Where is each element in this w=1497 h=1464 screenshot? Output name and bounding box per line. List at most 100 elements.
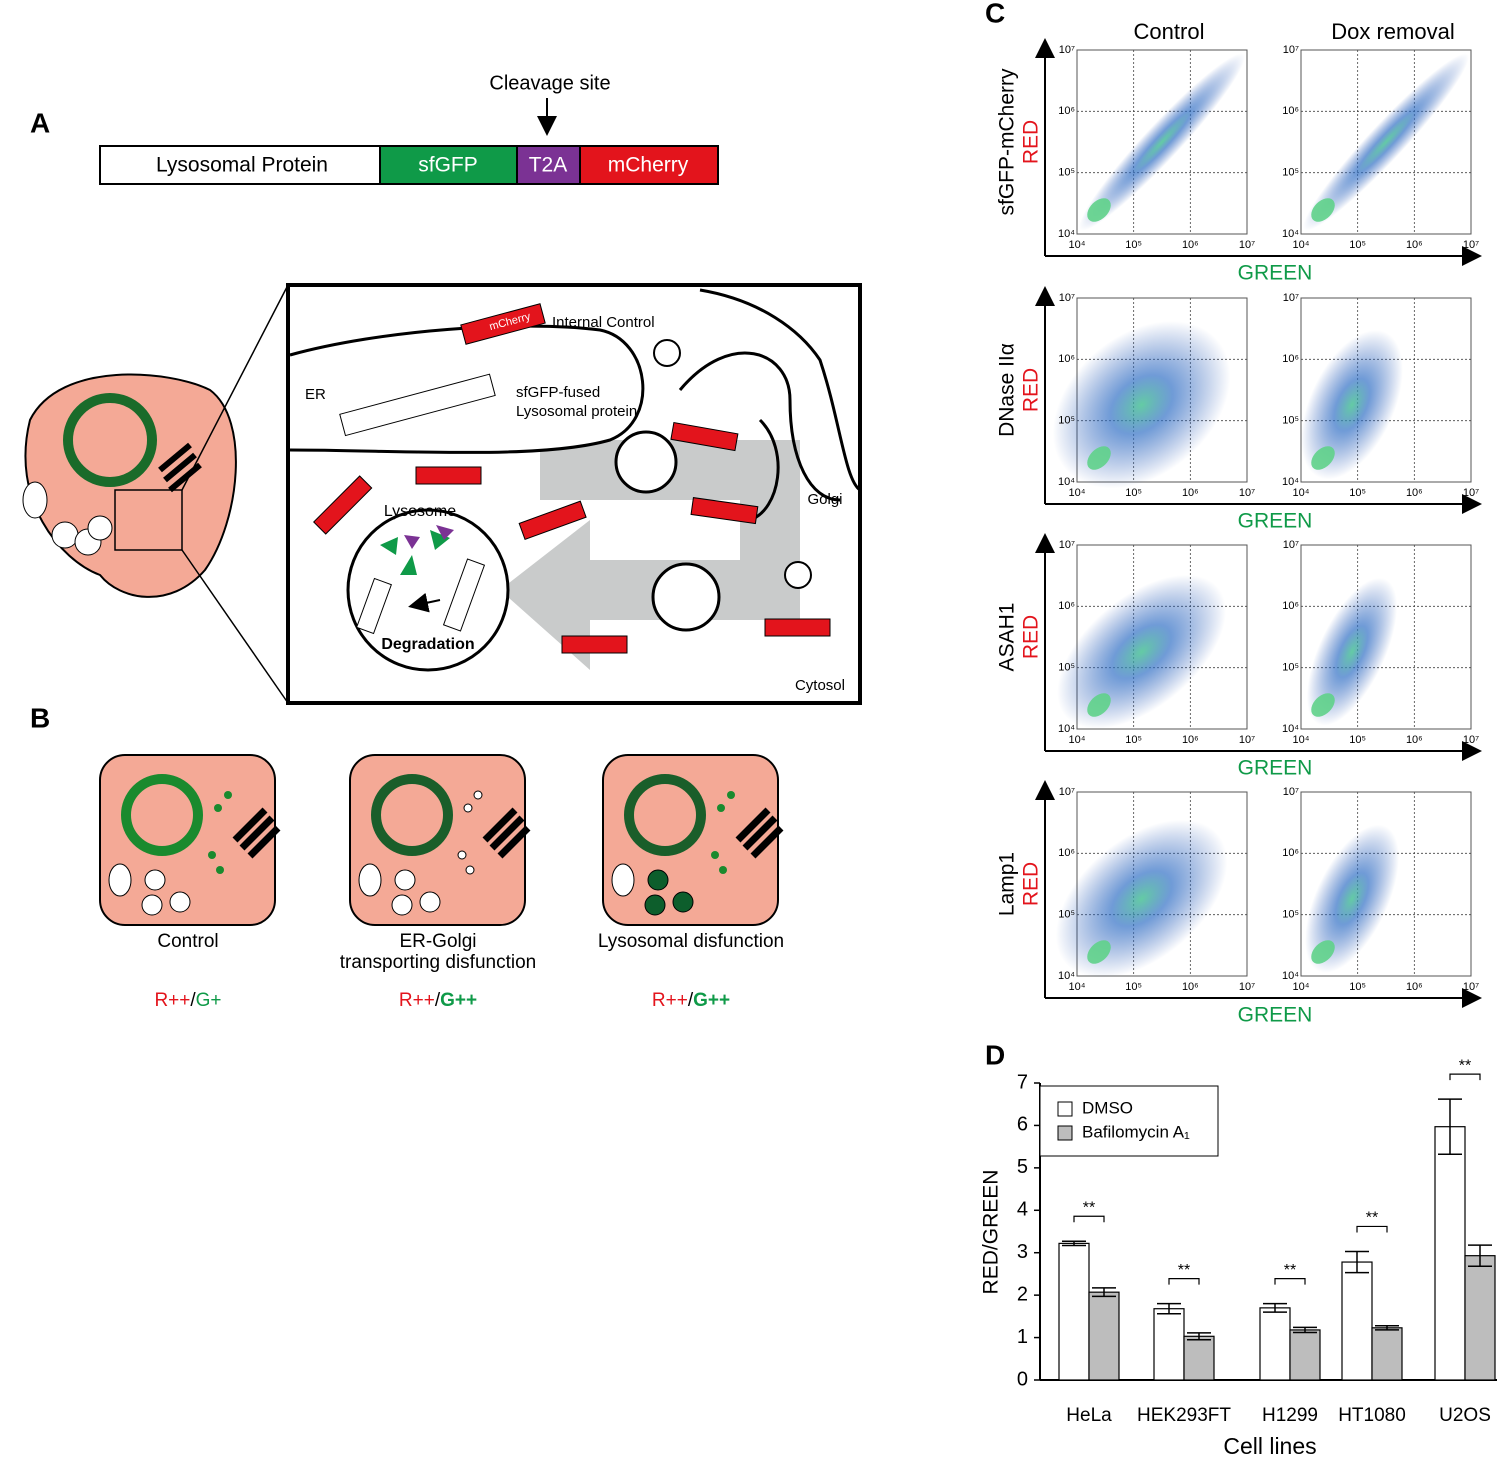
- error-bar: [1157, 1302, 1181, 1315]
- bar: [1434, 1126, 1466, 1381]
- construct-label: sfGFP: [418, 154, 478, 177]
- legend-swatch: [1057, 1101, 1073, 1117]
- error-bar: [1092, 1287, 1116, 1298]
- mcherry-fragment: [690, 497, 759, 525]
- density-core: [1311, 198, 1335, 222]
- vesicle: [87, 515, 113, 541]
- fused-protein: [339, 373, 496, 437]
- ratio: R++/G+: [154, 990, 221, 1011]
- golgi: [735, 807, 784, 859]
- density: [1305, 824, 1399, 973]
- ratio-part: R++: [652, 990, 688, 1011]
- x-tick-label: 10⁵: [1349, 239, 1366, 251]
- fragment: [380, 530, 450, 575]
- x-tick-label: 10⁷: [1239, 981, 1255, 993]
- x-tick-label: HeLa: [1066, 1405, 1112, 1426]
- error-bar: [1062, 1240, 1086, 1247]
- y-tick-label: 10⁶: [1058, 353, 1075, 365]
- x-tick-label: HT1080: [1338, 1405, 1406, 1426]
- vesicle: [672, 891, 694, 913]
- golgi: [158, 442, 202, 493]
- panel-letter: C: [985, 0, 1005, 28]
- y-tick-label: 10⁶: [1058, 600, 1075, 612]
- bracket: [1274, 1278, 1306, 1285]
- zoom-label: Lysosome: [384, 503, 456, 520]
- bracket: [1356, 1225, 1388, 1233]
- density: [1301, 330, 1403, 480]
- ratio-part: R++: [154, 990, 190, 1011]
- error-bar: [1375, 1324, 1399, 1331]
- legend: [1039, 1085, 1219, 1157]
- vesicle: [651, 562, 721, 632]
- y-tick-label: 1: [1017, 1326, 1028, 1348]
- row-label: sfGFP-mCherry: [996, 68, 1019, 216]
- density-core: [1087, 693, 1111, 717]
- vesicle: [169, 891, 191, 913]
- mcherry-fragment: [460, 303, 546, 345]
- y-tick-label: 0: [1017, 1368, 1028, 1390]
- legend-label: DMSO: [1082, 1098, 1133, 1117]
- x-tick-label: 10⁵: [1349, 734, 1366, 746]
- x-tick-label: 10⁴: [1293, 981, 1310, 993]
- column-title: Control: [1134, 19, 1205, 44]
- x-tick-label: 10⁵: [1125, 487, 1142, 499]
- y-tick-label: 10⁵: [1282, 415, 1299, 427]
- bar: [1088, 1291, 1120, 1381]
- zoom-label: ER: [305, 386, 326, 403]
- density: [1055, 819, 1228, 978]
- x-tick-label: U2OS: [1439, 1405, 1491, 1426]
- x-tick-label: 10⁷: [1239, 239, 1255, 251]
- x-tick-label: 10⁶: [1406, 734, 1423, 746]
- density-core: [1087, 446, 1111, 470]
- vesicle: [144, 869, 166, 891]
- x-tick-label: 10⁶: [1182, 981, 1199, 993]
- vesicle: [224, 791, 232, 799]
- x-tick-label: 10⁵: [1125, 239, 1142, 251]
- density: [1057, 574, 1226, 729]
- error-bar: [1345, 1250, 1369, 1274]
- y-tick-label: 10⁶: [1282, 353, 1299, 365]
- ratio: R++/G++: [399, 990, 477, 1011]
- y-tick-label: 10⁷: [1059, 44, 1075, 56]
- mitochondrion: [358, 863, 382, 897]
- y-tick-label: 10⁷: [1059, 539, 1075, 551]
- construct-label: mCherry: [608, 154, 689, 177]
- error-bar: [1438, 1098, 1462, 1156]
- vesicle: [419, 891, 441, 913]
- construct-label: Lysosomal Protein: [156, 154, 328, 177]
- mcherry-fragment: [764, 618, 831, 637]
- x-tick-label: 10⁷: [1239, 734, 1255, 746]
- y-tick-label: 10⁶: [1282, 600, 1299, 612]
- y-tick-label: 10⁴: [1282, 476, 1299, 488]
- vesicle: [653, 339, 681, 367]
- vesicle: [614, 430, 678, 494]
- fragment: [404, 525, 454, 549]
- vesicle: [214, 804, 222, 812]
- vesicle: [647, 869, 669, 891]
- ratio: R++/G++: [652, 990, 730, 1011]
- vesicle: [473, 790, 483, 800]
- significance: **: [1178, 1262, 1190, 1279]
- y-tick-label: 10⁷: [1283, 292, 1299, 304]
- vesicle: [208, 851, 216, 859]
- column-title: Dox removal: [1331, 19, 1454, 44]
- y-tick-label: 3: [1017, 1241, 1028, 1263]
- row-label: DNase IIα: [996, 343, 1019, 437]
- axis-label: GREEN: [1238, 510, 1313, 533]
- vesicle: [719, 866, 727, 874]
- vesicle: [216, 866, 224, 874]
- bar: [1259, 1307, 1291, 1381]
- bracket: [1449, 1073, 1481, 1081]
- bar: [1464, 1255, 1496, 1381]
- axis-label: GREEN: [1238, 1004, 1313, 1027]
- x-tick-label: 10⁴: [1069, 734, 1086, 746]
- axis-label: RED: [1020, 615, 1043, 659]
- zoom-label: Internal Control: [552, 314, 655, 331]
- y-tick-label: 10⁵: [1282, 909, 1299, 921]
- cleavage-label: Cleavage site: [489, 72, 610, 94]
- error-bar: [1263, 1302, 1287, 1313]
- cell-label: Control: [157, 931, 218, 952]
- ratio-part: G++: [440, 990, 477, 1011]
- y-tick-label: 10⁶: [1058, 105, 1075, 117]
